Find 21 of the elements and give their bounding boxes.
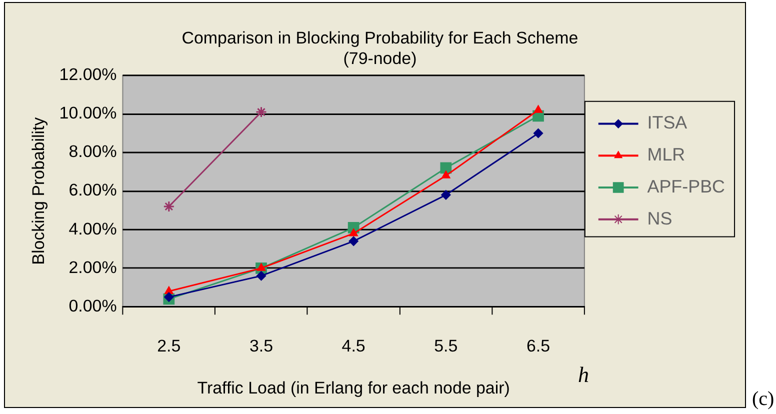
legend-label: MLR bbox=[647, 144, 686, 165]
text: (c) bbox=[752, 388, 774, 411]
y-tick-label: 0.00% bbox=[68, 296, 117, 316]
legend-label: APF-PBC bbox=[647, 176, 726, 196]
y-axis-title: Blocking Probability bbox=[28, 116, 48, 265]
y-tick-label: 12.00% bbox=[59, 65, 117, 84]
x-tick-label: 2.5 bbox=[157, 336, 181, 356]
legend-label: ITSA bbox=[647, 112, 688, 133]
chart-title: Comparison in Blocking Probability for Each Scheme (79-node) bbox=[182, 28, 578, 68]
y-tick-label: 4.00% bbox=[68, 219, 117, 238]
y-tick-label: 2.00% bbox=[68, 258, 117, 277]
y-tick-label: 6.00% bbox=[68, 180, 117, 200]
text: h bbox=[578, 362, 589, 388]
y-tick-label: 10.00% bbox=[59, 104, 117, 123]
x-tick-label: 5.5 bbox=[434, 336, 458, 356]
x-tick-label: 3.5 bbox=[249, 336, 274, 356]
x-tick-label: 4.5 bbox=[342, 336, 366, 356]
x-tick-label: 6.5 bbox=[526, 336, 550, 356]
x-axis-title: Traffic Load (in Erlang for each node pair) bbox=[197, 378, 510, 398]
y-tick-label: 8.00% bbox=[68, 142, 117, 162]
legend-label: NS bbox=[647, 208, 672, 228]
